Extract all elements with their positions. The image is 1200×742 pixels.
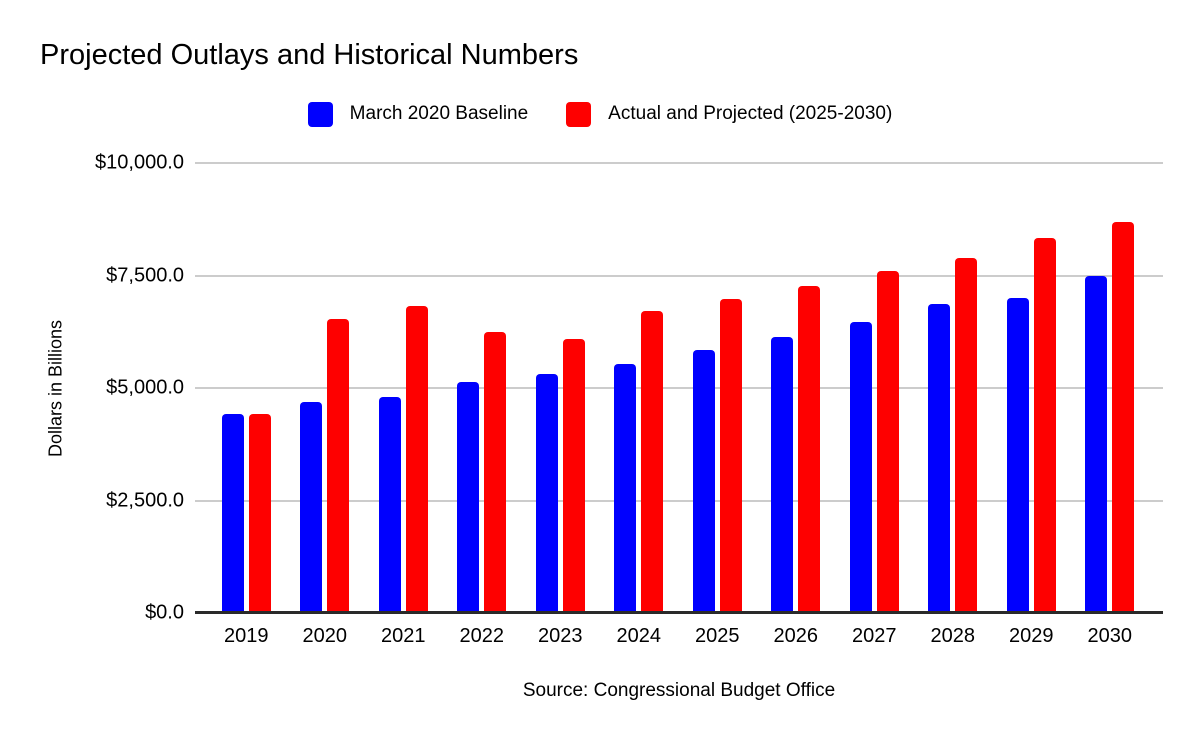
- bar-baseline-2024: [614, 364, 637, 613]
- bar-actual-2024: [641, 311, 664, 613]
- bar-actual-2026: [798, 285, 821, 613]
- y-tick-label: $5,000.0: [106, 376, 184, 399]
- y-tick-label: $2,500.0: [106, 489, 184, 511]
- bar-baseline-2019: [221, 414, 244, 613]
- bar-group-2025: [678, 163, 757, 613]
- bar-group-2022: [443, 163, 522, 613]
- bar-actual-2025: [719, 298, 742, 613]
- bar-baseline-2027: [849, 321, 872, 613]
- bars-row: [195, 163, 1163, 613]
- gridline: [195, 162, 1163, 164]
- bar-actual-2023: [562, 338, 585, 613]
- gridline: [195, 499, 1163, 502]
- bar-actual-2027: [876, 271, 899, 613]
- bar-actual-2021: [405, 306, 428, 613]
- plot-area: [195, 162, 1163, 614]
- bar-actual-2030: [1112, 221, 1135, 613]
- legend-swatch-blue-icon: [307, 101, 333, 127]
- bar-group-2027: [835, 163, 914, 613]
- bar-actual-2019: [248, 414, 271, 613]
- x-tick-label-2026: 2026: [773, 625, 819, 647]
- source-caption: Source: Congressional Budget Office: [522, 680, 836, 701]
- x-tick-label-2030: 2030: [1087, 625, 1133, 647]
- bar-actual-2020: [327, 319, 350, 613]
- y-tick-label: $7,500.0: [106, 264, 184, 286]
- bar-group-2024: [600, 163, 679, 613]
- gridline: [195, 274, 1163, 277]
- x-tick-label-2029: 2029: [1009, 625, 1054, 647]
- legend-swatch-red-icon: [566, 101, 592, 127]
- gridline: [195, 387, 1163, 389]
- bar-group-2019: [207, 163, 286, 613]
- legend-label-actual: Actual and Projected (2025-2030): [608, 103, 893, 124]
- bar-baseline-2029: [1006, 298, 1029, 613]
- y-tick-label: $10,000.0: [95, 151, 184, 174]
- x-tick-labels: 2019 2020 2021 2022 2023 2024 2025 2026 2027 2028…: [195, 625, 1163, 648]
- bar-actual-2029: [1033, 238, 1056, 613]
- x-tick-label-2025: 2025: [695, 625, 740, 647]
- bar-group-2026: [757, 163, 836, 613]
- bar-group-2028: [914, 163, 993, 613]
- bar-baseline-2030: [1085, 275, 1108, 613]
- legend-item-baseline: March 2020 Baseline: [307, 101, 529, 127]
- legend: March 2020 Baseline Actual and Projected…: [0, 100, 1200, 128]
- chart-title: Projected Outlays and Historical Numbers: [40, 39, 579, 71]
- bar-actual-2028: [955, 257, 978, 613]
- x-tick-label-2020: 2020: [302, 625, 348, 647]
- bar-baseline-2020: [300, 402, 323, 613]
- legend-label-baseline: March 2020 Baseline: [349, 103, 529, 124]
- bar-baseline-2021: [378, 396, 401, 613]
- bar-actual-2022: [484, 332, 507, 613]
- x-tick-label-2024: 2024: [616, 625, 662, 647]
- x-tick-label-2019: 2019: [224, 625, 269, 647]
- bar-baseline-2025: [692, 350, 715, 613]
- bar-baseline-2023: [535, 374, 558, 613]
- legend-item-actual: Actual and Projected (2025-2030): [566, 101, 893, 127]
- bar-baseline-2022: [457, 382, 480, 613]
- bar-group-2030: [1071, 163, 1150, 613]
- x-tick-label-2021: 2021: [381, 625, 426, 647]
- bar-baseline-2026: [771, 337, 794, 613]
- bar-group-2020: [286, 163, 365, 613]
- x-tick-label-2028: 2028: [930, 625, 976, 647]
- x-tick-label-2027: 2027: [852, 625, 897, 647]
- bar-group-2029: [992, 163, 1071, 613]
- bar-baseline-2028: [928, 303, 951, 613]
- y-tick-label: $0.0: [145, 601, 184, 624]
- x-tick-label-2022: 2022: [459, 625, 505, 647]
- bar-group-2021: [364, 163, 443, 613]
- x-tick-label-2023: 2023: [538, 625, 583, 647]
- bar-group-2023: [521, 163, 600, 613]
- x-axis-line: [195, 611, 1163, 614]
